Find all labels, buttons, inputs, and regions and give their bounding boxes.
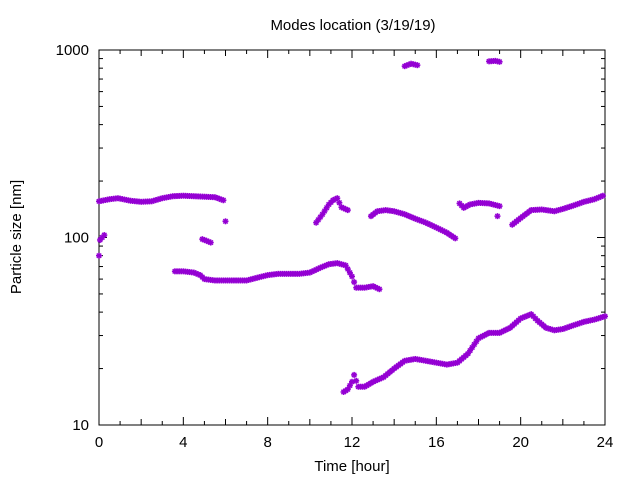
data-point [414,62,421,69]
plot-frame [98,49,606,426]
data-point [494,213,501,220]
chart-title: Modes location (3/19/19) [270,17,435,34]
x-axis-title: Time [hour] [314,458,389,475]
x-tick-label: 16 [428,434,445,451]
y-axis-title: Particle size [nm] [8,180,25,294]
y-tick-label: 100 [64,230,89,247]
data-point [334,195,341,202]
data-point [602,313,608,320]
data-point [349,273,355,280]
x-tick-label: 12 [344,434,361,451]
data-point [207,239,214,246]
y-tick-label: 10 [72,417,89,434]
data-point [452,235,459,242]
data-point [349,378,355,385]
data-point [599,192,606,199]
data-point [351,371,358,378]
data-point [336,199,343,206]
x-tick-label: 8 [263,434,271,451]
data-point [469,344,476,351]
x-tick-label: 4 [179,434,187,451]
y-tick-label: 1000 [56,42,89,59]
data-points [96,57,608,395]
data-point [353,377,360,384]
x-tick-label: 20 [512,434,529,451]
data-point [101,232,108,239]
data-point [222,218,229,225]
data-point [351,279,358,286]
x-tick-label: 0 [95,434,103,451]
data-point [344,207,351,214]
y-axis: 10 100 1000 [56,42,605,434]
data-point [376,286,383,293]
x-axis: 0 4 8 12 16 20 24 [95,50,614,451]
data-point [220,197,227,204]
data-point [464,350,471,357]
data-point [496,203,503,210]
x-tick-label: 24 [597,434,614,451]
data-point [96,252,102,259]
data-point [496,58,503,65]
